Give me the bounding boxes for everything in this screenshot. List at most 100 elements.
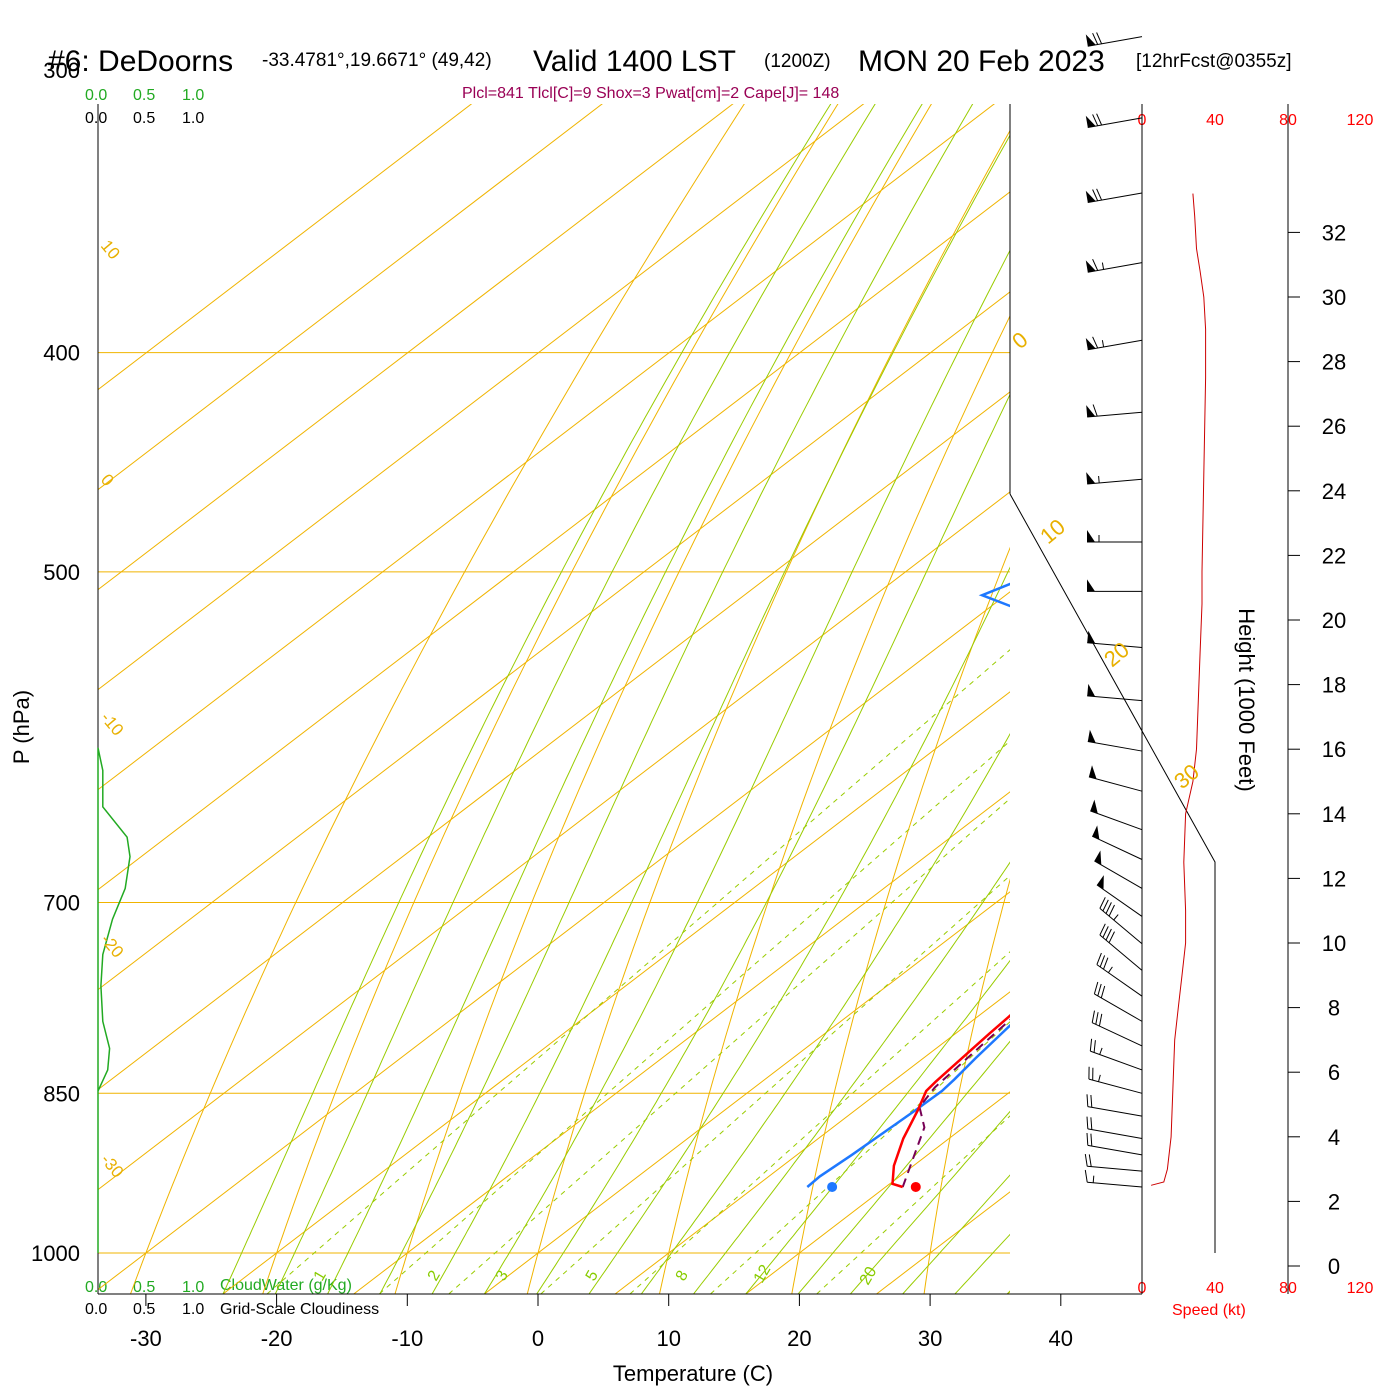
height-tick-label: 28 <box>1322 350 1346 375</box>
wind-barb-staff <box>1087 1165 1143 1172</box>
wind-barb-feather <box>1103 957 1109 970</box>
moist-adiabat--16 <box>274 104 876 1294</box>
pressure-tick-label: 400 <box>43 341 80 366</box>
wind-barb-pennant <box>1092 825 1100 840</box>
wind-barb <box>1091 1010 1143 1047</box>
speed-tick-bottom-120: 120 <box>1347 1280 1374 1297</box>
pressure-tick-label: 500 <box>43 560 80 585</box>
wind-barb-staff <box>1087 1128 1143 1139</box>
isotherm--50 <box>98 391 1010 1091</box>
cloudwater-label: CloudWater (g/Kg) <box>220 1277 352 1294</box>
wind-barb-staff <box>1088 776 1143 792</box>
speed-axis-label: Speed (kt) <box>1172 1302 1246 1319</box>
isotherm-label: 10 <box>97 236 124 263</box>
wind-barb <box>1085 336 1143 351</box>
wind-barb-pennant <box>1085 190 1096 203</box>
moist-adiabat-12 <box>640 732 1010 1294</box>
wind-barb-staff <box>1087 1144 1143 1156</box>
height-tick-label: 12 <box>1322 866 1346 891</box>
isotherm--60 <box>98 291 1010 991</box>
wind-barb-feather <box>1086 1094 1089 1107</box>
height-tick-label: 32 <box>1322 220 1346 245</box>
valid-zulu: (1200Z) <box>764 51 831 72</box>
wind-barb <box>1085 188 1143 203</box>
isotherm-50 <box>1138 0 1400 1294</box>
wind-barb-feather <box>1100 985 1106 999</box>
wind-barb <box>1096 875 1143 917</box>
height-tick-label: 20 <box>1322 608 1346 633</box>
mixing-ratio-label: 20 <box>857 1264 881 1288</box>
wind-barbs <box>1084 32 1143 1188</box>
wind-barb-feather <box>1108 931 1115 943</box>
dry-adiabat-label: 10 <box>1035 514 1070 549</box>
wind-barb-staff <box>1094 860 1143 889</box>
isotherm-label: -30 <box>97 1150 127 1181</box>
cloudwater-scale-top-2: 1.0 <box>182 87 204 104</box>
wind-barb <box>1087 630 1143 649</box>
height-tick-label: 24 <box>1322 479 1346 504</box>
dry-adiabat-label: 20 <box>1099 637 1134 672</box>
forecast-info: [12hrFcst@0355z] <box>1136 51 1292 72</box>
mixing-ratio-label: 12 <box>751 1262 775 1286</box>
moist-adiabat--4 <box>431 134 1010 1294</box>
mixing-ratio-label: 5 <box>583 1268 602 1284</box>
wind-barb <box>1087 729 1143 752</box>
height-tick-label: 8 <box>1328 996 1340 1021</box>
x-tick-label: -10 <box>391 1326 423 1351</box>
wind-barb-pennant <box>1085 338 1096 350</box>
dry-adiabat--30 <box>130 104 745 1294</box>
wind-barb-half-feather <box>1101 340 1105 348</box>
wind-barb-feather <box>1098 1013 1103 1027</box>
valid-time: Valid 1400 LST <box>533 45 736 78</box>
wind-barb <box>1093 981 1143 1022</box>
wind-barb-pennant <box>1086 405 1096 417</box>
cloudiness-scale-bottom-0: 0.0 <box>85 1301 107 1318</box>
wind-barb-feather <box>1090 1133 1093 1147</box>
cloudwater-scale-top-1: 0.5 <box>133 87 155 104</box>
isotherm--20 <box>222 691 1010 1294</box>
wind-barb <box>1085 113 1143 128</box>
isotherm-10 <box>614 991 1010 1294</box>
x-tick-label: 10 <box>656 1326 680 1351</box>
wind-barb-staff <box>1087 741 1143 752</box>
wind-barb-pennant <box>1088 765 1097 779</box>
wind-barb-staff <box>1087 642 1143 649</box>
wind-barb-pennant <box>1087 630 1096 644</box>
wind-barb-half-feather <box>1113 914 1119 921</box>
wind-barb <box>1084 1154 1143 1172</box>
isotherm--10 <box>353 791 1010 1294</box>
wind-barb <box>1088 1066 1143 1094</box>
wind-barb-feather <box>1105 902 1112 914</box>
wind-barb <box>1099 923 1143 971</box>
moist-adiabat-16 <box>693 861 1010 1294</box>
x-tick-label: 30 <box>918 1326 942 1351</box>
speed-tick-bottom-40: 40 <box>1206 1280 1224 1297</box>
wind-barb <box>1096 952 1143 997</box>
cloudiness-scale-top-1: 0.5 <box>133 110 155 127</box>
frame-right-slant <box>1009 493 1216 1253</box>
wind-barb-pennant <box>1085 115 1096 128</box>
wind-barb-pennant <box>1085 34 1096 47</box>
mixing-ratio-12 <box>710 1021 1010 1294</box>
wind-barb-half-feather <box>1099 1047 1103 1055</box>
cloudiness-layer <box>97 747 131 1253</box>
height-tick-label: 16 <box>1322 737 1346 762</box>
wind-barb <box>1089 1038 1143 1071</box>
wind-barb-feather <box>1095 1012 1099 1025</box>
wind-barb <box>1086 404 1143 418</box>
moist-adiabat-20 <box>745 959 1010 1294</box>
pressure-tick-label: 1000 <box>31 1241 80 1266</box>
isotherm--90 <box>98 104 865 691</box>
isotherm-label: 0 <box>97 470 118 489</box>
chart-frame <box>97 104 1289 1295</box>
moist-adiabat--8 <box>379 104 974 1294</box>
dry-adiabat-0 <box>526 129 1010 1294</box>
moist-adiabat-0 <box>483 249 1010 1294</box>
cloudiness-scale-bottom-1: 0.5 <box>133 1301 155 1318</box>
wind-barb-feather <box>1099 897 1106 909</box>
wind-barb-half-feather <box>1092 1175 1095 1183</box>
wind-barb <box>1087 683 1143 702</box>
isotherm--120 <box>98 104 473 391</box>
wind-barb-staff <box>1088 1078 1143 1094</box>
isotherm--80 <box>98 104 995 791</box>
